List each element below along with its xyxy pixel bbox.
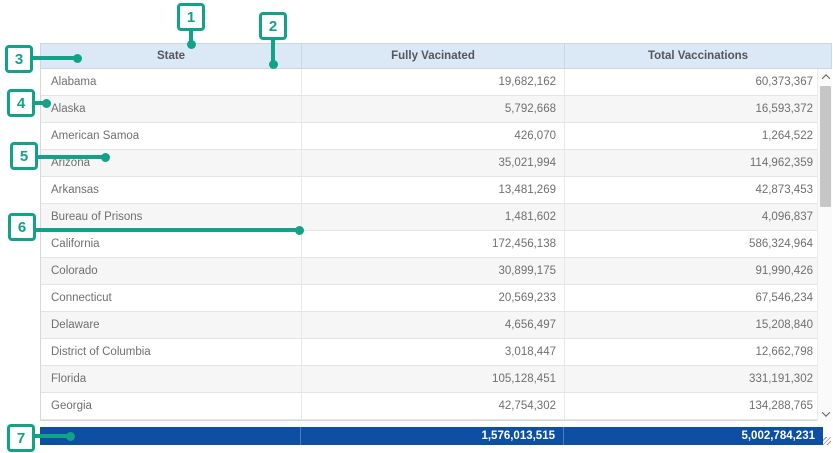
cell-total-vaccinations: 16,593,372 xyxy=(564,96,831,122)
callout-1-header-top-edge: 1 xyxy=(177,3,205,31)
table-row: Arkansas13,481,26942,873,453 xyxy=(41,177,831,204)
callout-3-header-row: 3 xyxy=(5,45,33,73)
cell-total-vaccinations: 42,873,453 xyxy=(564,177,831,203)
column-header-total-vaccinations: Total Vaccinations xyxy=(564,44,831,68)
cell-state: Delaware xyxy=(41,319,301,331)
cell-total-vaccinations: 12,662,798 xyxy=(564,339,831,365)
cell-fully-vaccinated: 4,656,497 xyxy=(301,312,564,338)
cell-total-vaccinations: 91,990,426 xyxy=(564,258,831,284)
vertical-scrollbar[interactable] xyxy=(817,69,832,421)
callout-6-stem xyxy=(35,228,299,232)
callout-7-footer-totals: 7 xyxy=(7,424,35,452)
cell-fully-vaccinated: 172,456,138 xyxy=(301,231,564,257)
chevron-up-icon xyxy=(821,74,829,82)
cell-total-vaccinations: 134,288,765 xyxy=(564,393,831,419)
cell-fully-vaccinated: 30,899,175 xyxy=(301,258,564,284)
table-row: Arizona35,021,994114,962,359 xyxy=(41,150,831,177)
cell-fully-vaccinated: 19,682,162 xyxy=(301,69,564,95)
resize-grip-icon[interactable] xyxy=(823,437,831,445)
table-row: Bureau of Prisons1,481,6024,096,837 xyxy=(41,204,831,231)
table-row: Alabama19,682,16260,373,367 xyxy=(41,69,831,96)
callout-1-dot xyxy=(187,40,196,49)
cell-fully-vaccinated: 35,021,994 xyxy=(301,150,564,176)
table-row: Florida105,128,451331,191,302 xyxy=(41,366,831,393)
cell-total-vaccinations: 67,546,234 xyxy=(564,285,831,311)
cell-total-vaccinations: 114,962,359 xyxy=(564,150,831,176)
chevron-down-icon xyxy=(821,408,829,416)
cell-fully-vaccinated: 1,481,602 xyxy=(301,204,564,230)
cell-fully-vaccinated: 5,792,668 xyxy=(301,96,564,122)
cell-state: Alabama xyxy=(41,76,301,88)
column-header-fully-vaccinated: Fully Vacinated xyxy=(301,44,564,68)
callout-2-header-sort-area: 2 xyxy=(259,12,287,40)
table-header-row: State Fully Vacinated Total Vaccinations xyxy=(40,43,832,69)
table-footer-totals-row: 1,576,013,515 5,002,784,231 xyxy=(40,427,823,445)
callout-7-stem xyxy=(34,434,70,438)
cell-state: Arkansas xyxy=(41,184,301,196)
table-row: Delaware4,656,49715,208,840 xyxy=(41,312,831,339)
table-row: Colorado30,899,17591,990,426 xyxy=(41,258,831,285)
cell-state: Alaska xyxy=(41,103,301,115)
cell-fully-vaccinated: 426,070 xyxy=(301,123,564,149)
cell-total-vaccinations: 331,191,302 xyxy=(564,366,831,392)
scroll-up-button[interactable] xyxy=(818,69,833,84)
callout-5-row-boundary: 5 xyxy=(10,142,38,170)
callout-3-dot xyxy=(73,54,82,63)
callout-3-stem xyxy=(32,56,77,60)
cell-fully-vaccinated: 105,128,451 xyxy=(301,366,564,392)
cell-state: Florida xyxy=(41,373,301,385)
footer-cell-fully-vaccinated-total: 1,576,013,515 xyxy=(300,427,563,445)
footer-cell-state xyxy=(40,427,300,445)
table-row: Georgia42,754,302134,288,765 xyxy=(41,393,831,420)
table-row: Alaska5,792,66816,593,372 xyxy=(41,96,831,123)
cell-state: District of Columbia xyxy=(41,346,301,358)
cell-state: California xyxy=(41,238,301,250)
callout-5-dot xyxy=(101,153,110,162)
cell-state: Bureau of Prisons xyxy=(41,211,301,223)
callout-7-dot xyxy=(66,432,75,441)
table-row: Connecticut20,569,23367,546,234 xyxy=(41,285,831,312)
cell-fully-vaccinated: 13,481,269 xyxy=(301,177,564,203)
table-row: California172,456,138586,324,964 xyxy=(41,231,831,258)
callout-4-alaska-row: 4 xyxy=(7,89,35,117)
footer-cell-total-vaccinations-total: 5,002,784,231 xyxy=(563,427,823,445)
cell-fully-vaccinated: 3,018,447 xyxy=(301,339,564,365)
callout-6-row-boundary: 6 xyxy=(8,213,36,241)
cell-fully-vaccinated: 42,754,302 xyxy=(301,393,564,419)
table-row: District of Columbia3,018,44712,662,798 xyxy=(41,339,831,366)
cell-fully-vaccinated: 20,569,233 xyxy=(301,285,564,311)
table-row: American Samoa426,0701,264,522 xyxy=(41,123,831,150)
cell-state: Connecticut xyxy=(41,292,301,304)
cell-total-vaccinations: 15,208,840 xyxy=(564,312,831,338)
cell-state: Colorado xyxy=(41,265,301,277)
cell-state: American Samoa xyxy=(41,130,301,142)
callout-6-dot xyxy=(295,226,304,235)
cell-state: Georgia xyxy=(41,400,301,412)
scroll-down-button[interactable] xyxy=(818,406,833,421)
cell-total-vaccinations: 1,264,522 xyxy=(564,123,831,149)
callout-2-dot xyxy=(269,60,278,69)
table-body: Alabama19,682,16260,373,367Alaska5,792,6… xyxy=(40,69,832,421)
cell-total-vaccinations: 4,096,837 xyxy=(564,204,831,230)
callout-4-dot xyxy=(42,99,51,108)
cell-total-vaccinations: 586,324,964 xyxy=(564,231,831,257)
callout-5-stem xyxy=(37,155,105,159)
cell-total-vaccinations: 60,373,367 xyxy=(564,69,831,95)
scrollbar-thumb[interactable] xyxy=(820,86,831,207)
